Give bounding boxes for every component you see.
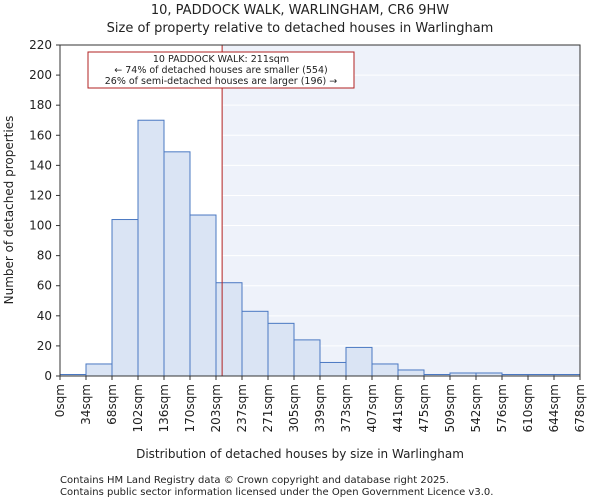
x-tick-label: 509sqm [443,384,457,432]
annotation-line1: 10 PADDOCK WALK: 211sqm [153,54,289,65]
y-tick-label: 220 [29,38,52,52]
histogram-bar [111,219,139,377]
y-tick-label: 0 [44,369,52,383]
x-tick-label: 678sqm [573,384,587,432]
chart-title-line2: Size of property relative to detached ho… [107,21,494,36]
histogram-bar [397,369,425,377]
chart-title-line1: 10, PADDOCK WALK, WARLINGHAM, CR6 9HW [151,3,449,18]
x-tick-label: 305sqm [287,384,301,432]
x-axis-label: Distribution of detached houses by size … [136,447,464,461]
annotation-line3: 26% of semi-detached houses are larger (… [105,76,338,87]
histogram-bar [163,151,191,377]
y-tick-label: 140 [29,158,52,172]
x-tick-label: 102sqm [131,384,145,432]
footer-line1: Contains HM Land Registry data © Crown c… [60,475,449,486]
x-tick-label: 407sqm [365,384,379,432]
histogram-bar [85,363,113,377]
x-tick-label: 237sqm [235,384,249,432]
annotation-box: 10 PADDOCK WALK: 211sqm ← 74% of detache… [87,51,355,89]
footer-line2: Contains public sector information licen… [60,487,493,498]
histogram-bar [189,214,217,377]
histogram-bar [267,322,295,377]
x-tick-label: 339sqm [313,384,327,432]
histogram-bar [241,310,269,377]
histogram-bar [215,282,243,377]
x-tick-label: 644sqm [547,384,561,432]
y-tick-label: 40 [37,309,52,323]
x-tick-label: 542sqm [469,384,483,432]
x-tick-label: 0sqm [53,384,67,417]
x-tick-label: 34sqm [79,384,93,425]
y-tick-label: 160 [29,128,52,142]
annotation-line2: ← 74% of detached houses are smaller (55… [114,65,327,76]
y-tick-label: 180 [29,98,52,112]
larger-region-highlight [222,45,580,376]
x-tick-label: 170sqm [183,384,197,432]
histogram-bar [137,119,165,377]
y-axis-label: Number of detached properties [2,116,16,305]
x-tick-label: 610sqm [521,384,535,432]
y-tick-label: 60 [37,279,52,293]
x-tick-label: 271sqm [261,384,275,432]
histogram-bar [345,346,373,377]
x-tick-label: 373sqm [339,384,353,432]
x-tick-label: 576sqm [495,384,509,432]
histogram-bar [293,339,321,377]
y-tick-label: 20 [37,339,52,353]
x-tick-label: 136sqm [157,384,171,432]
x-tick-label: 441sqm [391,384,405,432]
y-tick-label: 120 [29,188,52,202]
x-tick-label: 68sqm [105,384,119,425]
y-tick-label: 80 [37,249,52,263]
histogram-bar [319,361,347,377]
y-tick-label: 100 [29,219,52,233]
histogram-bar [371,363,399,377]
y-tick-label: 200 [29,68,52,82]
x-tick-label: 203sqm [209,384,223,432]
x-tick-label: 475sqm [417,384,431,432]
